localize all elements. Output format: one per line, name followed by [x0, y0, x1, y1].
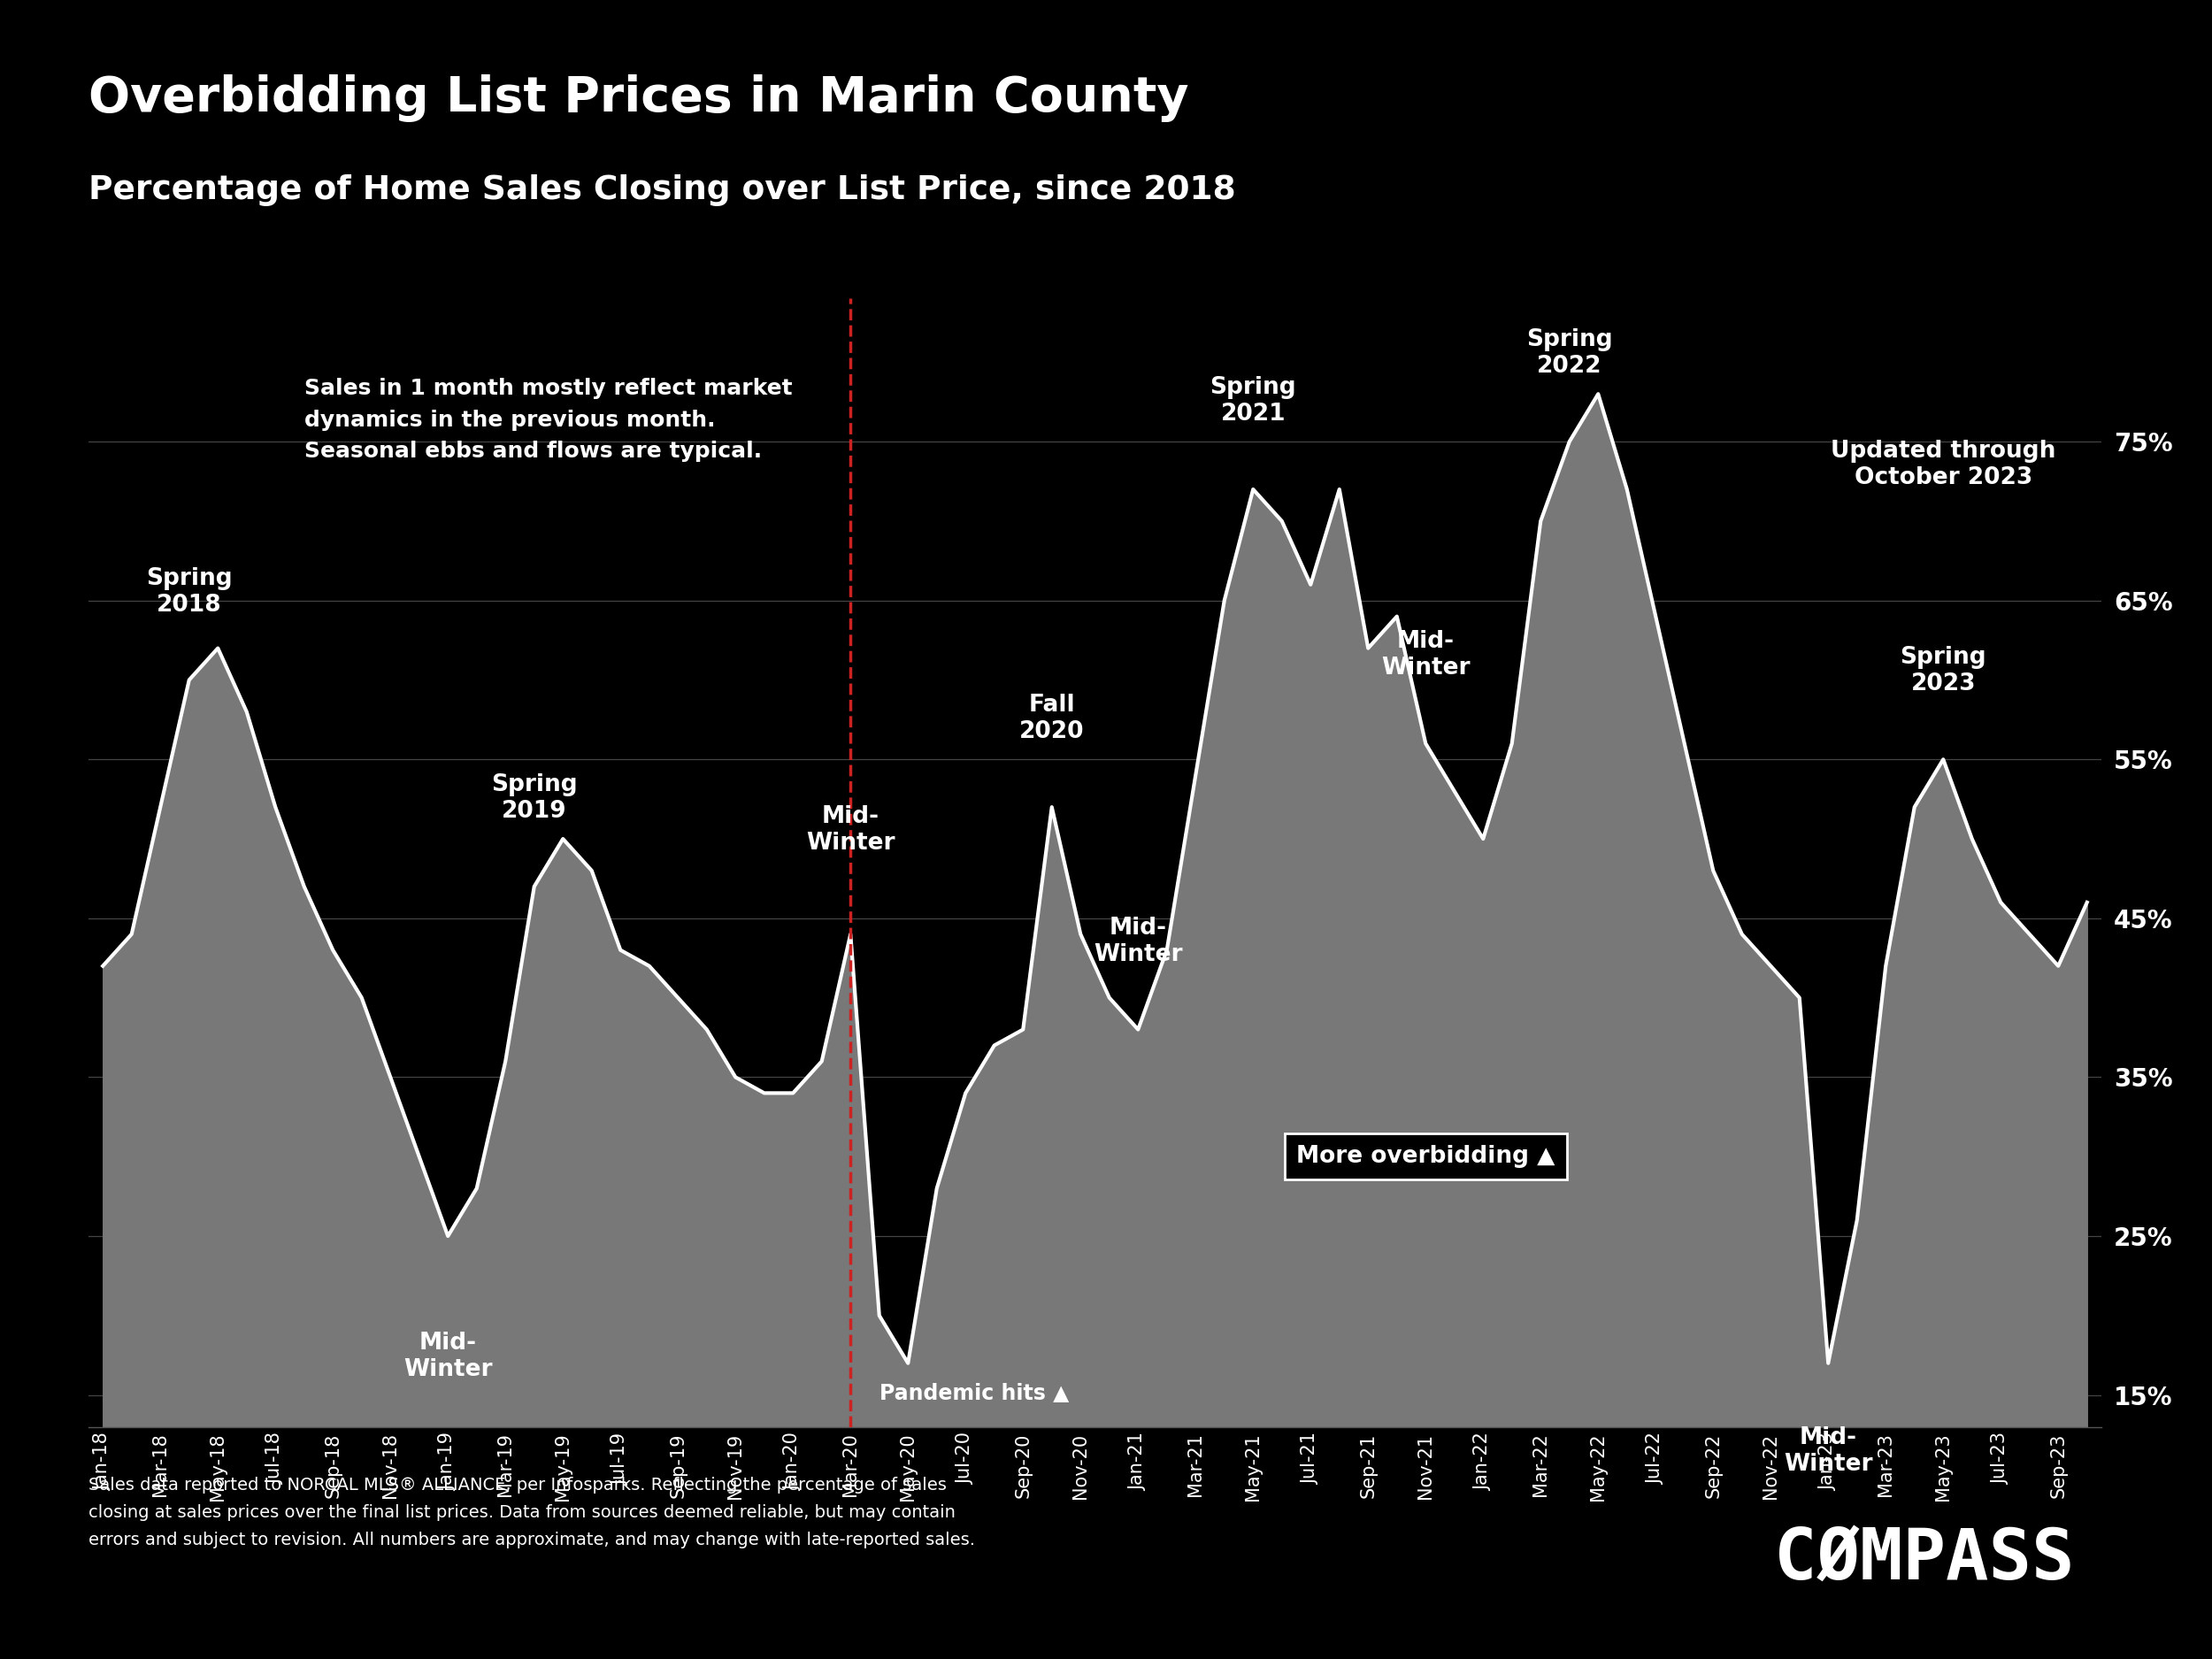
- Text: Sales data reported to NORCAL MLS® ALLIANCE, per Infosparks. Reflecting the perc: Sales data reported to NORCAL MLS® ALLIA…: [88, 1477, 975, 1548]
- Text: Spring
2021: Spring 2021: [1210, 377, 1296, 426]
- Text: Spring
2023: Spring 2023: [1900, 647, 1986, 695]
- Text: Sales in 1 month mostly reflect market
dynamics in the previous month.
Seasonal : Sales in 1 month mostly reflect market d…: [305, 378, 792, 461]
- Text: Spring
2022: Spring 2022: [1526, 328, 1613, 378]
- Text: Pandemic hits ▲: Pandemic hits ▲: [880, 1382, 1068, 1404]
- Text: Mid-
Winter: Mid- Winter: [1783, 1427, 1874, 1477]
- Text: Spring
2019: Spring 2019: [491, 773, 577, 823]
- Text: Mid-
Winter: Mid- Winter: [1093, 916, 1183, 966]
- Text: Updated through
October 2023: Updated through October 2023: [1832, 440, 2055, 489]
- Text: CØMPASS: CØMPASS: [1774, 1525, 2075, 1594]
- Text: Fall
2020: Fall 2020: [1020, 693, 1084, 743]
- Text: Mid-
Winter: Mid- Winter: [1380, 630, 1471, 680]
- Text: Mid-
Winter: Mid- Winter: [805, 805, 896, 854]
- Text: Spring
2018: Spring 2018: [146, 567, 232, 617]
- Text: More overbidding ▲: More overbidding ▲: [1296, 1145, 1555, 1168]
- Text: Overbidding List Prices in Marin County: Overbidding List Prices in Marin County: [88, 75, 1188, 123]
- Text: Percentage of Home Sales Closing over List Price, since 2018: Percentage of Home Sales Closing over Li…: [88, 174, 1237, 206]
- Text: Mid-
Winter: Mid- Winter: [403, 1332, 493, 1380]
